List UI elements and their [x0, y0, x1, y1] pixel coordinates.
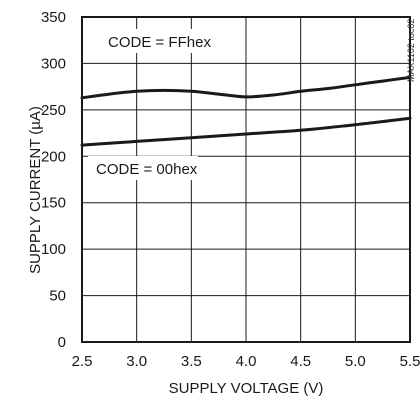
figure-id-watermark: MAX1102 toc02: [406, 19, 416, 82]
y-tick-label: 100: [41, 241, 66, 258]
x-tick-label: 3.5: [181, 353, 202, 370]
series-lines: [80, 75, 412, 147]
x-tick-label: 2.5: [72, 353, 93, 370]
y-tick-label: 250: [41, 102, 66, 119]
x-tick-label: 4.5: [290, 353, 311, 370]
y-axis-label: SUPPLY CURRENT (µA): [27, 106, 44, 274]
series-line-ffhex: [80, 75, 412, 100]
y-tick-label: 300: [41, 55, 66, 72]
y-tick-label: 150: [41, 195, 66, 212]
x-tick-label: 3.0: [126, 353, 147, 370]
x-tick-label: 5.5: [400, 353, 420, 370]
annotation-00hex-label: CODE = 00hex: [96, 161, 198, 178]
annotation-00hex-background: [88, 156, 198, 180]
y-tick-label: 0: [58, 334, 66, 351]
y-tick-label: 350: [41, 9, 66, 26]
y-tick-label: 200: [41, 148, 66, 165]
y-tick-label: 50: [49, 288, 66, 305]
tick-labels: 2.5 3.0 3.5 4.0 4.5 5.0 5.5 0 50 100 150 200 250 300 3…: [41, 9, 420, 370]
x-tick-label: 4.0: [236, 353, 257, 370]
x-axis-label: SUPPLY VOLTAGE (V): [169, 380, 324, 397]
x-tick-label: 5.0: [345, 353, 366, 370]
plot-frame: [81, 16, 411, 343]
annotation-ffhex-background: [100, 29, 212, 53]
series-line-00hex: [80, 116, 412, 147]
annotation-ffhex-label: CODE = FFhex: [108, 34, 211, 51]
